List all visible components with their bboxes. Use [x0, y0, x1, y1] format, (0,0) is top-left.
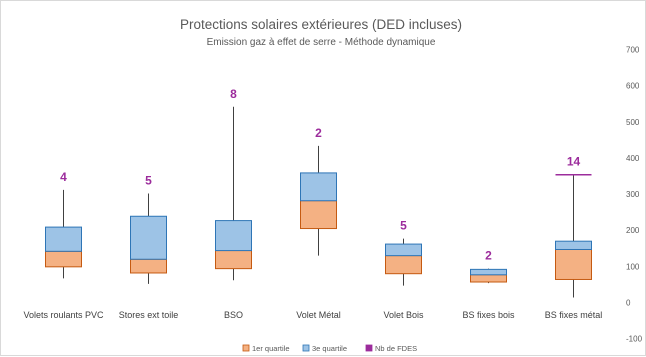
x-tick-label: BS fixes métal [545, 310, 603, 320]
box-group: 14 [555, 155, 592, 298]
box-q1 [555, 248, 592, 280]
x-tick-label: Stores ext toile [119, 310, 179, 320]
legend-label: 1er quartile [252, 344, 290, 353]
legend-swatch [302, 344, 310, 352]
box-q3 [130, 215, 167, 260]
box-group: 4 [45, 170, 82, 279]
box-group: 2 [470, 249, 507, 284]
count-label: 4 [60, 170, 67, 184]
box-q3 [215, 220, 252, 252]
y-tick-label: 500 [626, 118, 640, 127]
y-tick-label: 200 [626, 226, 640, 235]
x-tick-label: Volet Bois [383, 310, 424, 320]
box-q3 [555, 240, 592, 250]
box-q1 [130, 258, 167, 274]
x-axis-labels: Volets roulants PVC Stores ext toile BSO Vo… [23, 310, 602, 320]
box-q3 [45, 226, 82, 252]
count-label: 5 [400, 219, 407, 233]
legend: 1er quartile 3e quartile Nb de FDES [242, 344, 417, 353]
legend-label: Nb de FDES [375, 344, 417, 353]
x-tick-label: Volets roulants PVC [23, 310, 104, 320]
box-q1 [300, 200, 337, 230]
count-label: 14 [567, 155, 581, 169]
box-group: 8 [215, 87, 252, 281]
plot-area: 4 5 8 2 5 2 14 [45, 87, 592, 298]
box-q3 [385, 243, 422, 257]
y-tick-label: 300 [626, 190, 640, 199]
y-tick-label: -100 [626, 335, 643, 344]
y-tick-label: 400 [626, 154, 640, 163]
box-q1 [215, 250, 252, 270]
x-tick-label: BS fixes bois [462, 310, 515, 320]
y-axis: -100 0 100 200 300 400 500 600 700 [626, 46, 643, 344]
legend-swatch [242, 344, 250, 352]
x-tick-label: Volet Métal [296, 310, 341, 320]
chart-subtitle: Emission gaz à effet de serre - Méthode … [207, 37, 436, 48]
box-group: 5 [130, 174, 167, 284]
count-label: 5 [145, 174, 152, 188]
box-group: 5 [385, 219, 422, 286]
y-tick-label: 700 [626, 46, 640, 55]
count-label: 2 [485, 249, 492, 263]
box-group: 2 [300, 126, 337, 256]
legend-swatch [365, 344, 373, 352]
x-tick-label: BSO [224, 310, 243, 320]
y-tick-label: 600 [626, 82, 640, 91]
box-q3 [470, 268, 507, 276]
count-label: 8 [230, 87, 237, 101]
box-q3 [300, 172, 337, 202]
y-tick-label: 100 [626, 262, 640, 271]
count-label: 2 [315, 126, 322, 140]
chart-title: Protections solaires extérieures (DED in… [180, 17, 462, 32]
legend-label: 3e quartile [312, 344, 347, 353]
box-q1 [45, 250, 82, 268]
box-q1 [385, 255, 422, 275]
y-tick-label: 0 [626, 298, 631, 307]
box-q1 [470, 274, 507, 283]
